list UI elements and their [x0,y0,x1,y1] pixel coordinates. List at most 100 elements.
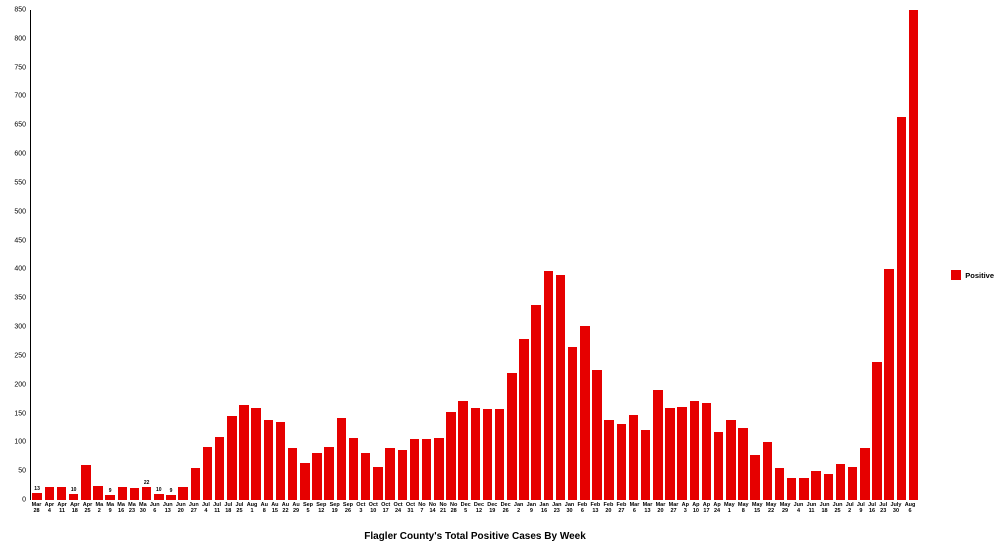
bar-slot: 10 [68,10,80,500]
bar-slot [469,10,481,500]
x-tick: Aug1 [245,500,259,524]
bar [118,487,127,500]
x-tick: Apr11 [56,500,69,524]
x-tick: Jul9 [855,500,866,524]
y-tick: 750 [0,64,26,71]
y-tick: 100 [0,439,26,446]
bar [507,373,516,500]
bar-slot [214,10,226,500]
x-tick: Ap3 [680,500,691,524]
x-tick: Apr18 [68,500,81,524]
y-tick: 700 [0,93,26,100]
x-tick: Jul2 [844,500,855,524]
bar-slot [299,10,311,500]
x-tick: Mar28 [30,500,43,524]
x-tick: Mar20 [654,500,667,524]
y-tick: 350 [0,295,26,302]
bar [836,464,845,500]
x-tick [917,500,920,524]
bar-value-label: 10 [71,487,77,493]
bar [373,467,382,500]
bar-slot [871,10,883,500]
x-tick: Ma9 [105,500,116,524]
bar-slot [226,10,238,500]
bar [312,453,321,500]
bar-slot [640,10,652,500]
x-tick: Ma30 [137,500,148,524]
bar-slot [433,10,445,500]
bar [32,493,41,500]
y-tick: 150 [0,410,26,417]
bar-slot [80,10,92,500]
bar [203,447,212,500]
bar [239,405,248,500]
x-tick: Au22 [280,500,291,524]
x-tick: Jul4 [200,500,211,524]
bar-slot [396,10,408,500]
x-tick: Ap24 [712,500,723,524]
bar [544,271,553,500]
x-tick: Dec19 [486,500,499,524]
bar-slot [664,10,676,500]
bar [750,455,759,500]
bar-slot [55,10,67,500]
x-tick: Jun4 [792,500,805,524]
bar [519,339,528,500]
bar-slot [43,10,55,500]
bar-slot [445,10,457,500]
bar-slot [518,10,530,500]
bar [860,448,869,500]
bar-value-label: 9 [170,488,173,494]
bar [483,409,492,500]
bar [45,487,54,500]
x-tick: Apr4 [43,500,56,524]
legend-label: Positive [965,271,994,280]
bar-slot [907,10,919,500]
bar-slot [700,10,712,500]
bar [410,439,419,500]
bar [824,474,833,500]
x-tick: May29 [778,500,792,524]
x-tick: Oct10 [367,500,379,524]
bar-slot [749,10,761,500]
bar [848,467,857,500]
bar-slot [737,10,749,500]
bar [276,422,285,500]
bar-slot: 22 [141,10,153,500]
bar-slot [627,10,639,500]
x-tick: Oct3 [355,500,367,524]
bar [227,416,236,500]
bar-slot [408,10,420,500]
bar-slot [530,10,542,500]
bar [398,450,407,500]
bar-slot [116,10,128,500]
bar-slot: 10 [153,10,165,500]
x-tick: Jun18 [818,500,831,524]
bar [702,403,711,500]
bar-slot [274,10,286,500]
x-tick: Feb27 [615,500,628,524]
y-tick: 250 [0,352,26,359]
bar [251,408,260,500]
bar-slot [287,10,299,500]
y-tick: 650 [0,122,26,129]
x-tick: Au8 [259,500,270,524]
bar-slot [810,10,822,500]
x-tick: Jul18 [223,500,234,524]
bar [775,468,784,500]
bars-group: 1310922109 [31,10,920,500]
x-tick: May1 [722,500,736,524]
bar [580,326,589,500]
bar [909,10,918,500]
x-tick: Feb6 [576,500,589,524]
bar-slot [128,10,140,500]
bar [799,478,808,500]
bar [288,448,297,500]
bar-slot [311,10,323,500]
bar-slot [177,10,189,500]
x-tick: Sep5 [301,500,314,524]
bar-slot [798,10,810,500]
y-tick: 850 [0,7,26,14]
bar [884,269,893,500]
x-tick: Jun13 [161,500,174,524]
